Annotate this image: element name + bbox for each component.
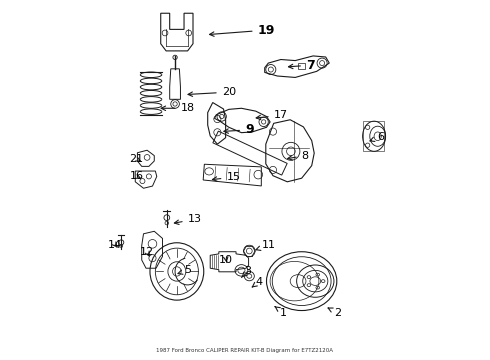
Text: 11: 11 bbox=[256, 240, 276, 251]
Text: 12: 12 bbox=[140, 247, 154, 257]
Text: 10: 10 bbox=[219, 255, 233, 265]
Text: 8: 8 bbox=[288, 150, 309, 161]
Text: 1987 Ford Bronco CALIPER REPAIR KIT-B Diagram for E7TZ2120A: 1987 Ford Bronco CALIPER REPAIR KIT-B Di… bbox=[156, 348, 334, 353]
Text: 18: 18 bbox=[161, 103, 195, 113]
Text: 5: 5 bbox=[178, 265, 191, 275]
Text: 7: 7 bbox=[289, 59, 315, 72]
Text: 2: 2 bbox=[328, 308, 341, 318]
Text: 19: 19 bbox=[210, 24, 275, 37]
Text: 1: 1 bbox=[275, 307, 287, 318]
Text: 16: 16 bbox=[129, 171, 144, 181]
Text: 3: 3 bbox=[242, 266, 251, 278]
Text: 13: 13 bbox=[174, 215, 201, 224]
Text: 20: 20 bbox=[188, 87, 236, 97]
Text: 14: 14 bbox=[108, 239, 122, 249]
Text: 17: 17 bbox=[256, 111, 288, 121]
Text: 15: 15 bbox=[212, 172, 241, 182]
Text: 21: 21 bbox=[129, 154, 144, 164]
Text: 4: 4 bbox=[252, 277, 262, 287]
Text: 9: 9 bbox=[224, 123, 254, 136]
Text: 6: 6 bbox=[370, 132, 384, 142]
